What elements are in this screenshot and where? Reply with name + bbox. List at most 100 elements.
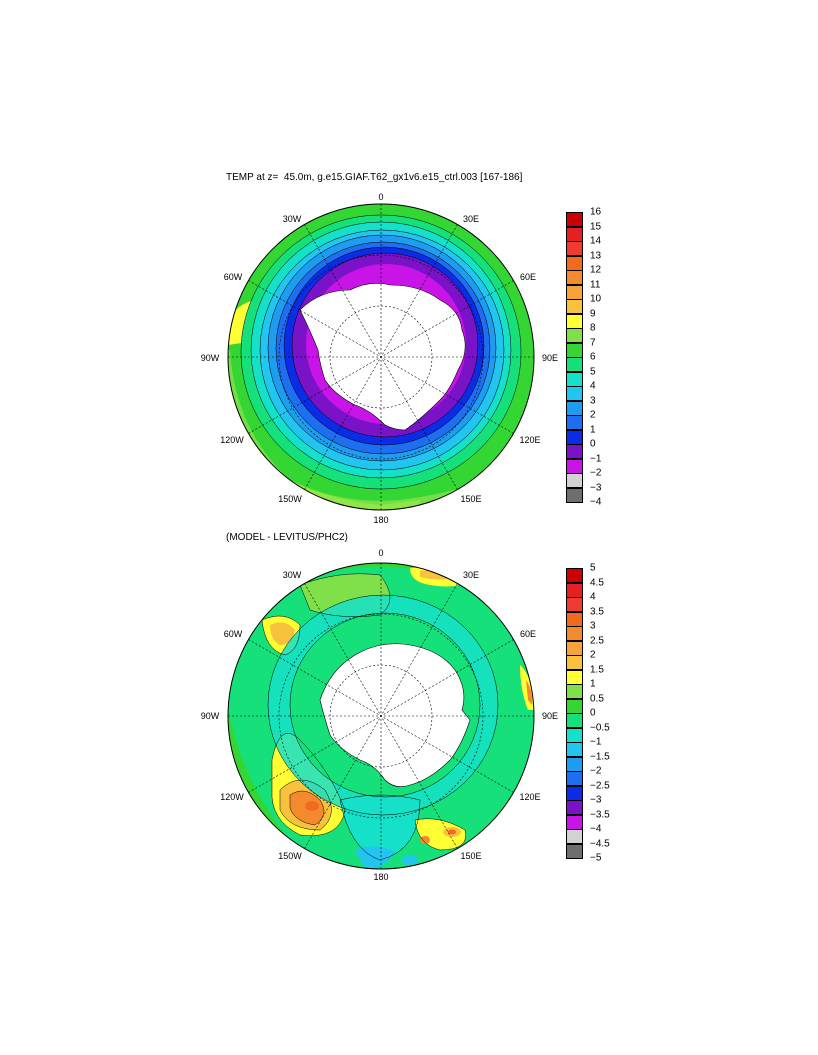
lon-label-120e: 120E [519, 792, 541, 802]
lon-label-60e: 60E [519, 629, 537, 639]
colorbar-label: 7 [590, 337, 596, 348]
lon-label-0: 0 [378, 548, 384, 558]
lon-label-30w: 30W [282, 214, 302, 224]
colorbar-swatch [566, 640, 583, 656]
lon-label-180: 180 [373, 515, 389, 525]
map-outline-temp [227, 203, 535, 511]
lon-label-30e: 30E [462, 570, 480, 580]
lon-label-120w: 120W [220, 435, 244, 445]
lon-label-120e: 120E [519, 435, 541, 445]
colorbar-swatch [566, 814, 583, 830]
colorbar-label: −4.5 [590, 838, 610, 849]
colorbar-label: 13 [590, 250, 602, 261]
colorbar-label: 5 [590, 366, 596, 377]
colorbar-swatch [566, 626, 583, 641]
colorbar-label: 11 [590, 279, 601, 290]
colorbar-label: −0.5 [590, 722, 610, 733]
colorbar-swatch [566, 698, 583, 714]
diff-blue-south [355, 846, 395, 869]
colorbar-swatch [566, 742, 583, 757]
diff-cyan-south [340, 795, 420, 860]
colorbar-swatch [566, 800, 583, 815]
diff-peak-120w [305, 801, 319, 811]
colorbar-label: −3 [590, 794, 602, 806]
colorbar-swatch [566, 415, 583, 430]
colorbar-label: 2 [590, 649, 596, 661]
colorbar-swatch [566, 284, 583, 300]
colorbar-label: −1 [590, 453, 602, 464]
lon-label-90e: 90E [541, 353, 559, 363]
lon-label-60w: 60W [223, 629, 243, 639]
colorbar-swatch [566, 212, 583, 227]
colorbar-label: 4 [590, 380, 596, 392]
lon-label-30e: 30E [462, 214, 480, 224]
colorbar-label: 12 [590, 264, 602, 276]
colorbar-label: 0 [590, 438, 596, 450]
colorbar-swatch [566, 255, 583, 271]
lon-label-60w: 60W [223, 272, 243, 282]
colorbar-swatch [566, 785, 583, 801]
diff-yellow-30e [410, 567, 470, 587]
colorbar-swatch [566, 727, 583, 743]
diff-yellow-e [520, 665, 534, 710]
colorbar-swatch [566, 713, 583, 728]
colorbar-swatch [566, 270, 583, 285]
diff-orange-e [526, 680, 533, 705]
colorbar-diff: 5 4.5 4 3.5 3 2.5 2 1.5 1 0.5 0 −0.5 −1 −1.5 −2 −2.5 −3 −… [566, 563, 616, 868]
colorbar-swatch [566, 458, 583, 474]
colorbar-label: 3 [590, 395, 596, 406]
lon-label-150w: 150W [278, 494, 302, 504]
map-outline-diff [227, 562, 535, 870]
colorbar-swatch [566, 669, 583, 685]
temp-band-warm-ne [420, 204, 534, 260]
antarctica-landmass [299, 283, 466, 431]
colorbar-swatch [566, 371, 583, 387]
colorbar-swatch [566, 241, 583, 256]
colorbar-label: 14 [590, 235, 602, 247]
colorbar-swatch [566, 313, 583, 329]
colorbar-label: −4 [590, 496, 602, 508]
diff-yellow-120w [271, 733, 345, 836]
colorbar-swatch [566, 771, 583, 786]
temp-field [228, 204, 534, 510]
colorbar-label: 3 [590, 620, 596, 632]
panel-title-temp: TEMP at z= 45.0m, g.e15.GIAF.T62_gx1v6.e… [226, 172, 523, 183]
colorbar-swatch [566, 756, 583, 772]
lon-label-150e: 150E [460, 851, 482, 861]
temp-band-lightgreen-sw [228, 350, 470, 510]
colorbar-label: 4 [590, 591, 596, 603]
colorbar-label: 1 [590, 678, 596, 690]
lon-label-180: 180 [373, 872, 389, 882]
colorbar-label: 16 [590, 206, 602, 218]
colorbar-swatch [566, 400, 583, 416]
lon-label-90w: 90W [200, 353, 220, 363]
colorbar-swatch [566, 611, 583, 627]
lon-label-90w: 90W [200, 711, 220, 721]
lon-label-30w: 30W [282, 570, 302, 580]
colorbar-label: 3.5 [590, 606, 604, 617]
lon-label-90e: 90E [541, 711, 559, 721]
colorbar-label: −3.5 [590, 809, 610, 820]
diff-orange-120w [290, 791, 324, 825]
colorbar-label: 5 [590, 562, 596, 574]
lon-label-60e: 60E [519, 272, 537, 282]
colorbar-label: 1.5 [590, 664, 604, 675]
colorbar-label: −2 [590, 765, 602, 777]
colorbar-swatch [566, 357, 583, 372]
colorbar-swatch [566, 473, 583, 488]
diff-lightgreen-nw [300, 573, 390, 617]
colorbar-label: −3 [590, 482, 602, 493]
diff-yellow-150e [415, 818, 466, 850]
graticule-temp [228, 204, 534, 510]
graticule-diff [228, 563, 534, 869]
colorbar-swatch [566, 843, 583, 859]
colorbar-label: 1 [590, 424, 596, 435]
lon-label-0: 0 [378, 192, 384, 202]
colorbar-swatch [566, 342, 583, 358]
colorbar-label: 8 [590, 322, 596, 334]
panel-title-diff: (MODEL - LEVITUS/PHC2) [226, 532, 348, 543]
colorbar-label: 2 [590, 409, 596, 421]
diff-orange-30e [420, 570, 458, 580]
colorbar-swatch [566, 226, 583, 242]
